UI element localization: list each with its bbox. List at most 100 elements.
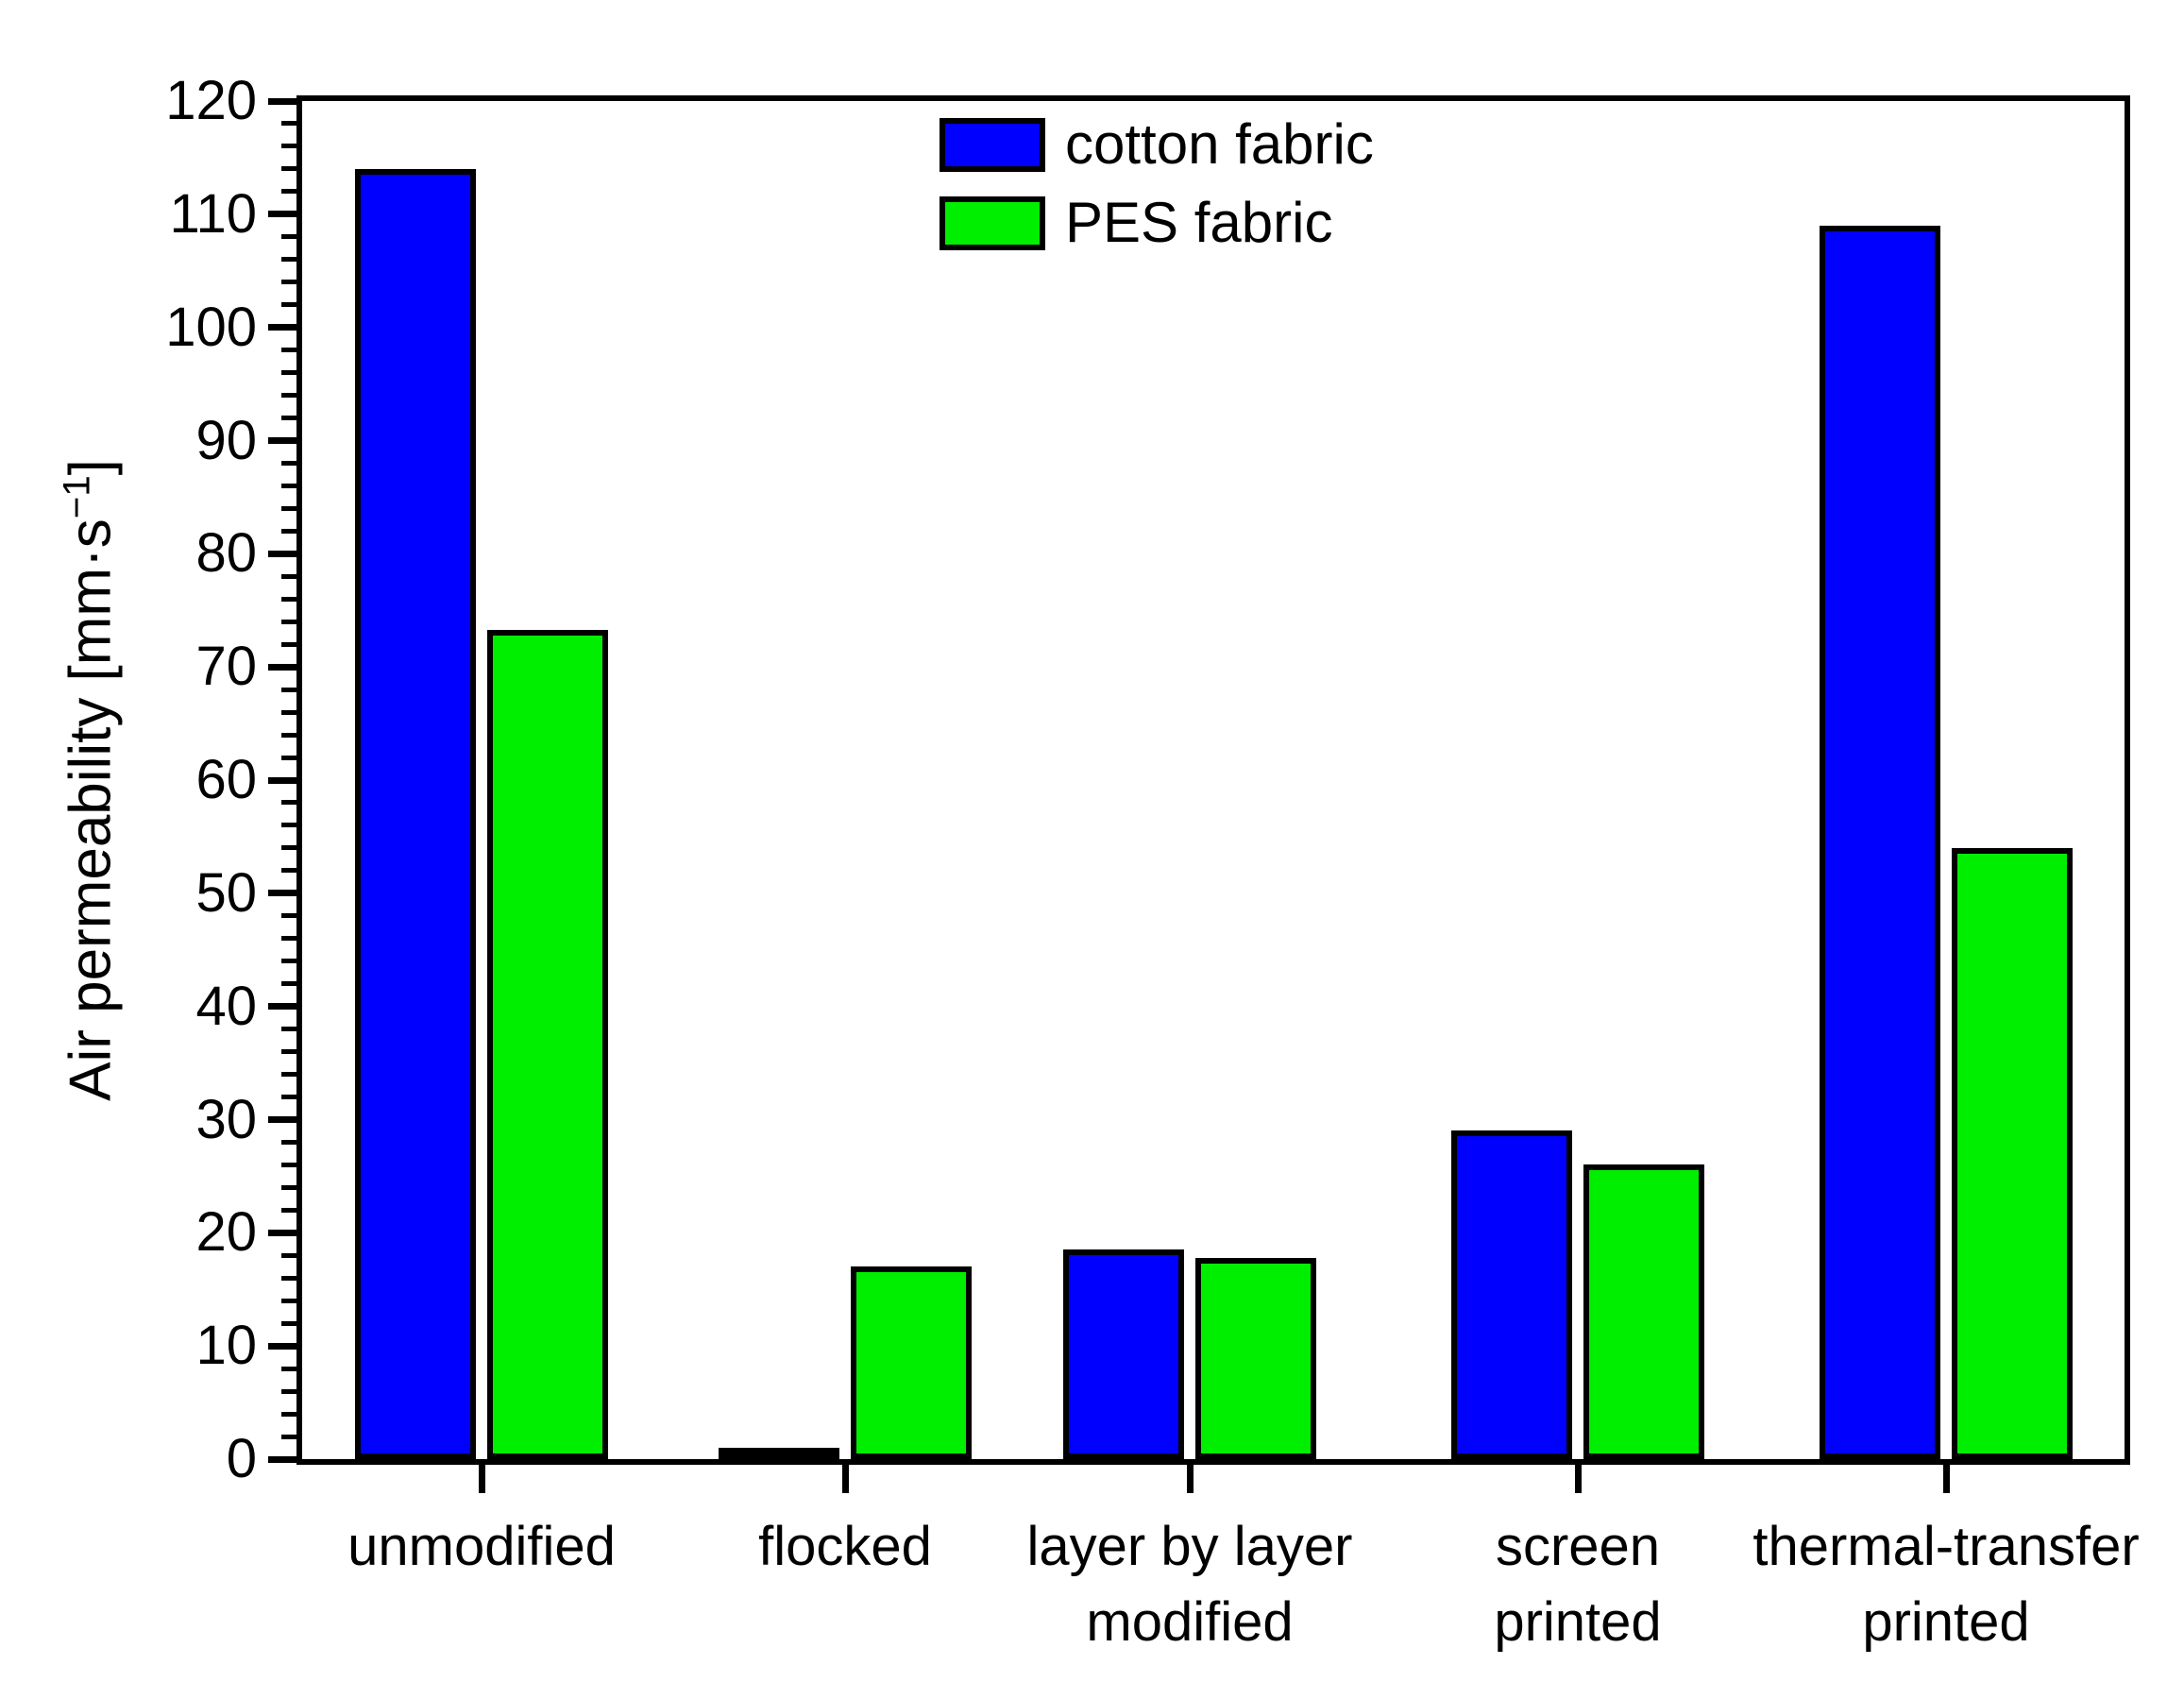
y-major-tick bbox=[268, 1116, 296, 1123]
bar-pes-0 bbox=[487, 630, 608, 1459]
y-major-tick bbox=[268, 324, 296, 331]
legend-swatch-pes-fabric bbox=[940, 196, 1045, 250]
bar-cotton-3 bbox=[1451, 1130, 1572, 1459]
bar-pes-1 bbox=[851, 1266, 972, 1459]
y-tick-label: 100 bbox=[165, 297, 257, 358]
legend-swatch-cotton-fabric bbox=[940, 118, 1045, 172]
y-minor-tick bbox=[281, 1185, 296, 1190]
x-category-label: modified bbox=[1086, 1591, 1294, 1653]
y-minor-tick bbox=[281, 234, 296, 239]
y-minor-tick bbox=[281, 1095, 296, 1099]
y-tick-label: 20 bbox=[195, 1201, 257, 1263]
y-minor-tick bbox=[281, 529, 296, 534]
y-minor-tick bbox=[281, 710, 296, 715]
x-tick bbox=[1943, 1465, 1950, 1493]
y-minor-tick bbox=[281, 936, 296, 941]
y-minor-tick bbox=[281, 121, 296, 126]
y-minor-tick bbox=[281, 959, 296, 963]
y-tick-label: 70 bbox=[195, 636, 257, 697]
y-tick-label: 60 bbox=[195, 749, 257, 810]
y-major-tick bbox=[268, 1343, 296, 1350]
y-minor-tick bbox=[281, 1140, 296, 1145]
bar-cotton-1 bbox=[719, 1448, 839, 1459]
y-tick-label: 120 bbox=[165, 70, 257, 131]
y-minor-tick bbox=[281, 688, 296, 692]
x-category-label: unmodified bbox=[347, 1516, 616, 1577]
y-minor-tick bbox=[281, 756, 296, 760]
y-minor-tick bbox=[281, 574, 296, 579]
x-category-label: printed bbox=[1494, 1591, 1662, 1653]
y-major-tick bbox=[268, 1230, 296, 1236]
y-axis-title-superscript: −1 bbox=[55, 475, 98, 519]
y-minor-tick bbox=[281, 144, 296, 148]
y-minor-tick bbox=[281, 189, 296, 194]
bar-pes-4 bbox=[1952, 848, 2073, 1459]
y-minor-tick bbox=[281, 1299, 296, 1303]
y-tick-label: 50 bbox=[195, 862, 257, 924]
y-major-tick bbox=[268, 437, 296, 444]
y-major-tick bbox=[268, 98, 296, 105]
y-minor-tick bbox=[281, 416, 296, 420]
y-minor-tick bbox=[281, 461, 296, 466]
bar-pes-2 bbox=[1195, 1258, 1316, 1459]
bar-cotton-0 bbox=[355, 169, 476, 1459]
bar-pes-3 bbox=[1583, 1164, 1704, 1459]
y-major-tick bbox=[268, 664, 296, 671]
y-minor-tick bbox=[281, 620, 296, 624]
y-minor-tick bbox=[281, 733, 296, 738]
y-major-tick bbox=[268, 211, 296, 217]
y-major-tick bbox=[268, 1003, 296, 1010]
y-minor-tick bbox=[281, 913, 296, 918]
x-category-label: layer by layer bbox=[1026, 1516, 1353, 1577]
y-minor-tick bbox=[281, 1367, 296, 1371]
x-category-label: printed bbox=[1862, 1591, 2030, 1653]
y-minor-tick bbox=[281, 1321, 296, 1326]
y-minor-tick bbox=[281, 1027, 296, 1031]
y-major-tick bbox=[268, 890, 296, 896]
y-tick-label: 10 bbox=[195, 1315, 257, 1376]
y-minor-tick bbox=[281, 1389, 296, 1394]
y-minor-tick bbox=[281, 506, 296, 511]
y-minor-tick bbox=[281, 370, 296, 375]
x-category-label: screen bbox=[1495, 1516, 1661, 1577]
bar-cotton-4 bbox=[1820, 226, 1940, 1459]
y-minor-tick bbox=[281, 302, 296, 307]
x-tick bbox=[1187, 1465, 1194, 1493]
bar-cotton-2 bbox=[1063, 1249, 1184, 1459]
y-major-tick bbox=[268, 777, 296, 784]
y-minor-tick bbox=[281, 845, 296, 850]
y-tick-label: 30 bbox=[195, 1089, 257, 1150]
y-minor-tick bbox=[281, 981, 296, 986]
x-tick bbox=[842, 1465, 849, 1493]
y-tick-label: 80 bbox=[195, 522, 257, 584]
y-minor-tick bbox=[281, 1276, 296, 1281]
y-minor-tick bbox=[281, 393, 296, 398]
y-major-tick bbox=[268, 551, 296, 557]
legend-label-cotton-fabric: cotton fabric bbox=[1065, 112, 1374, 176]
x-tick bbox=[479, 1465, 485, 1493]
y-minor-tick bbox=[281, 1163, 296, 1167]
y-minor-tick bbox=[281, 1253, 296, 1258]
y-major-tick bbox=[268, 1456, 296, 1463]
y-minor-tick bbox=[281, 642, 296, 647]
plot-area bbox=[296, 95, 2130, 1465]
y-tick-label: 0 bbox=[226, 1428, 257, 1489]
y-minor-tick bbox=[281, 484, 296, 488]
x-tick bbox=[1575, 1465, 1582, 1493]
y-minor-tick bbox=[281, 348, 296, 352]
x-category-label: thermal-transfer bbox=[1752, 1516, 2140, 1577]
y-minor-tick bbox=[281, 800, 296, 805]
y-tick-label: 110 bbox=[169, 183, 257, 245]
legend-label-pes-fabric: PES fabric bbox=[1065, 191, 1333, 254]
y-minor-tick bbox=[281, 257, 296, 262]
y-minor-tick bbox=[281, 1072, 296, 1077]
y-minor-tick bbox=[281, 166, 296, 171]
y-minor-tick bbox=[281, 1412, 296, 1417]
y-minor-tick bbox=[281, 1208, 296, 1213]
y-minor-tick bbox=[281, 280, 296, 284]
y-minor-tick bbox=[281, 823, 296, 827]
y-minor-tick bbox=[281, 1049, 296, 1054]
y-minor-tick bbox=[281, 868, 296, 873]
x-category-label: flocked bbox=[758, 1516, 932, 1577]
